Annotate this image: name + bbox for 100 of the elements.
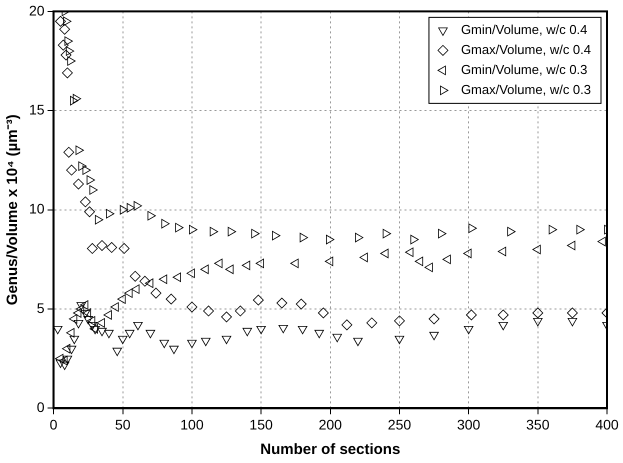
point <box>175 222 184 232</box>
point <box>567 308 578 318</box>
point <box>318 308 329 318</box>
point <box>80 196 91 208</box>
point <box>67 56 76 66</box>
point <box>70 96 78 106</box>
point <box>126 203 136 213</box>
point <box>567 240 576 250</box>
point <box>200 264 209 274</box>
point <box>405 248 414 257</box>
point <box>82 308 92 318</box>
point <box>90 324 98 334</box>
x-tick-label: 350 <box>526 416 550 432</box>
point <box>428 314 440 324</box>
point <box>568 318 578 326</box>
point <box>532 308 544 318</box>
point <box>120 205 128 215</box>
point <box>201 338 210 346</box>
point <box>97 328 107 336</box>
point <box>256 326 266 334</box>
point <box>533 318 543 326</box>
point <box>429 332 439 340</box>
point <box>242 260 250 270</box>
x-tick-label: 50 <box>114 416 131 432</box>
point <box>133 322 143 330</box>
x-tick-label: 0 <box>50 416 58 432</box>
point <box>89 185 98 195</box>
point <box>124 330 134 338</box>
point <box>394 336 404 344</box>
y-axis-title: Genus/Volume x 10⁴ (µm⁻³) <box>4 114 22 306</box>
point <box>86 316 96 326</box>
legend-label: Gmin/Volume, w/c 0.3 <box>460 62 588 77</box>
x-axis-title: Number of sections <box>260 441 400 458</box>
point <box>498 322 508 330</box>
point <box>186 268 195 278</box>
point <box>366 317 378 328</box>
point <box>104 310 112 320</box>
point <box>150 288 162 299</box>
point <box>131 284 140 294</box>
point <box>296 298 307 310</box>
y-tick-label: 0 <box>36 399 45 416</box>
point <box>76 304 84 314</box>
point <box>139 276 150 287</box>
point <box>66 346 76 354</box>
point <box>169 346 179 354</box>
point <box>73 308 82 318</box>
point <box>276 298 288 308</box>
point <box>214 258 222 268</box>
point <box>59 356 68 366</box>
point <box>324 256 334 266</box>
point <box>73 178 84 190</box>
point <box>68 314 78 324</box>
point <box>222 336 232 344</box>
point <box>353 338 363 346</box>
point <box>76 302 86 310</box>
point <box>424 262 433 272</box>
point <box>63 16 72 26</box>
x-tick-label: 150 <box>249 416 273 432</box>
point <box>380 248 389 258</box>
point <box>234 306 246 316</box>
point <box>58 40 69 51</box>
point <box>83 316 93 324</box>
point <box>225 264 234 274</box>
point <box>96 318 105 328</box>
point <box>187 340 197 348</box>
x-tick-label: 300 <box>456 416 481 432</box>
point <box>210 226 218 236</box>
point <box>252 294 264 306</box>
point <box>66 46 74 56</box>
point <box>221 312 232 322</box>
point <box>76 146 84 156</box>
point <box>189 224 198 234</box>
point <box>314 330 324 338</box>
point <box>59 24 70 35</box>
point <box>466 310 477 320</box>
point <box>55 354 64 364</box>
point <box>158 274 168 284</box>
point <box>442 254 451 264</box>
point <box>64 36 73 46</box>
point <box>60 362 70 370</box>
point <box>56 360 66 368</box>
x-tick-label: 400 <box>595 416 619 432</box>
point <box>66 164 77 176</box>
point <box>498 246 506 256</box>
legend-label: Gmax/Volume, w/c 0.3 <box>460 82 592 97</box>
point <box>96 240 108 251</box>
legend-label: Gmax/Volume, w/c 0.4 <box>460 42 592 57</box>
point <box>597 236 606 246</box>
point <box>55 16 66 27</box>
point <box>88 322 98 330</box>
point <box>80 310 90 318</box>
point <box>414 256 424 266</box>
point <box>166 294 177 304</box>
point <box>146 330 156 338</box>
point <box>90 326 100 334</box>
point <box>124 288 133 298</box>
point <box>54 326 62 334</box>
point <box>60 50 72 60</box>
point <box>80 300 88 310</box>
y-tick-label: 5 <box>36 300 45 316</box>
